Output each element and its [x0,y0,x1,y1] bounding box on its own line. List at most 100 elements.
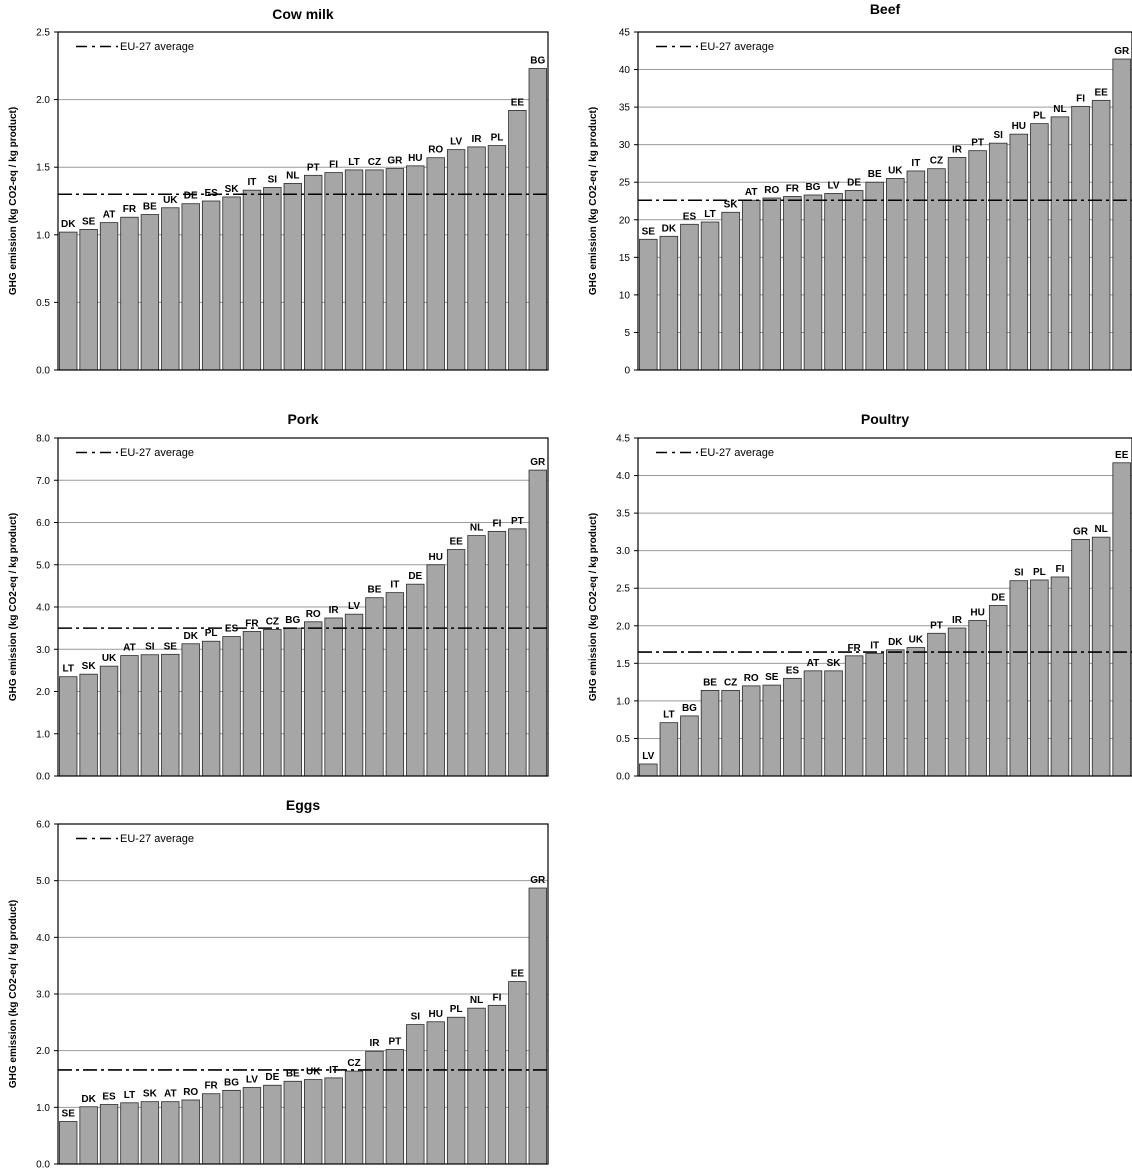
legend-label: EU-27 average [700,447,774,459]
bar-ro [181,1099,200,1165]
bar-be [865,181,884,371]
bar-it [324,1077,343,1165]
bar-label: PT [511,516,524,527]
y-tick-label: 6.0 [36,820,50,831]
bar-label: SI [1014,568,1024,579]
bar-bg [680,715,699,777]
bar-bg [528,68,547,371]
bar-pt [385,1049,405,1165]
bar-sk [140,1101,160,1165]
bar-lt [700,221,720,371]
plot-frame [57,823,549,1165]
bar-fr [844,655,864,777]
bar-label: LV [348,601,360,612]
bar-label: NL [470,995,483,1006]
chart-title: Eggs [286,798,320,813]
bar-lv [344,613,364,777]
bar-label: FI [493,518,502,529]
bar-label: DK [662,223,677,234]
bar-nl [1091,536,1111,777]
bar-fr [120,216,139,371]
bar-be [365,597,384,777]
bar-se [161,653,180,777]
bar-label: LT [124,1090,135,1101]
bar-label: SE [82,216,96,227]
bar-be [700,689,720,777]
y-tick-label: 4.0 [616,471,630,482]
bar-label: RO [306,609,321,620]
bar-label: SI [411,1012,421,1023]
bar-ro [762,197,782,371]
bar-label: RO [744,673,759,684]
bar-be [140,214,160,371]
bar-bg [222,1089,241,1165]
bar-cz [365,169,384,371]
bar-label: EE [449,537,463,548]
bar-label: ES [683,211,697,222]
bar-cz [927,168,946,371]
bar-label: HU [408,153,422,164]
bar-label: CZ [266,616,279,627]
bar-label: GR [530,457,546,468]
bar-fi [1071,105,1090,371]
bar-dk [79,1106,98,1165]
chart-cow-milk: Cow milk GHG emission (kg CO2-eq / kg pro… [8,6,549,377]
bar-label: LT [348,157,359,168]
bar-fi [487,530,507,777]
bar-label: BE [703,677,717,688]
bar-label: DK [81,1094,96,1105]
bar-at [161,1101,180,1165]
plot-frame [637,437,1132,777]
bar-lv [824,193,843,371]
bar-label: EE [511,969,525,980]
bar-label: CZ [368,157,381,168]
bar-sk [824,670,843,777]
bar-fr [201,1093,221,1165]
bar-pt [304,174,323,371]
bar-cz [263,628,282,777]
bar-label: ES [102,1092,116,1103]
bar-label: EE [1094,87,1108,98]
bar-label: PL [491,133,504,144]
y-axis-label: GHG emission (kg CO2-eq / kg product) [8,900,19,1088]
y-tick-label: 40 [619,65,631,76]
bar-ro [741,685,761,777]
bar-label: UK [909,635,924,646]
bar-fi [487,1004,507,1165]
bar-label: IR [952,615,963,626]
bar-it [242,189,262,371]
y-tick-label: 3.0 [616,546,630,557]
bar-label: FI [1076,93,1085,104]
bar-hu [426,564,445,777]
bar-uk [886,178,905,371]
bar-label: SK [724,199,739,210]
bar-label: UK [102,653,117,664]
bar-cz [344,1070,364,1165]
bar-ee [1091,99,1111,371]
y-tick-label: 4.0 [36,933,50,944]
bar-label: BG [224,1077,239,1088]
y-tick-label: 0.5 [616,734,630,745]
bar-label: LT [704,209,715,220]
bar-label: BE [868,169,882,180]
bar-pl [1030,123,1049,371]
bar-gr [528,469,547,777]
bar-at [803,670,823,777]
y-tick-label: 3.0 [36,645,50,656]
y-tick-label: 25 [619,178,631,189]
bar-fr [242,631,262,777]
bar-dk [59,231,78,371]
bar-lt [344,169,364,371]
y-tick-label: 3.0 [36,990,50,1001]
bar-label: SE [164,641,178,652]
bar-ir [365,1050,384,1165]
bar-lv [242,1087,262,1165]
y-tick-label: 35 [619,103,631,114]
bar-sk [79,673,98,777]
bar-label: SI [145,642,155,653]
bar-label: PT [388,1037,401,1048]
bar-label: NL [1094,524,1107,535]
y-tick-label: 5.0 [36,560,50,571]
bar-dk [886,649,905,777]
bar-label: BE [368,585,382,596]
